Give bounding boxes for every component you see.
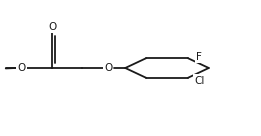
Text: O: O xyxy=(17,63,26,73)
Text: F: F xyxy=(196,52,202,62)
Text: O: O xyxy=(48,22,56,32)
Text: Cl: Cl xyxy=(194,75,205,86)
Text: O: O xyxy=(104,63,112,73)
